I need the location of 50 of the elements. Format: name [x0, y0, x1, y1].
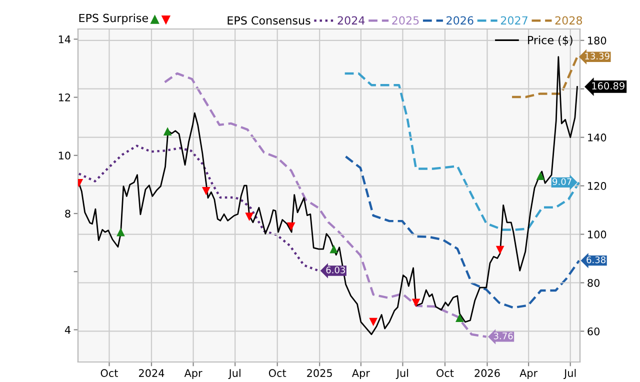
point	[496, 246, 504, 254]
x-tick-label: Apr	[184, 369, 202, 380]
line-series	[78, 144, 320, 272]
data-label: 13.39	[585, 52, 610, 60]
point	[330, 244, 338, 254]
point	[116, 228, 125, 236]
x-tick-label: Oct	[100, 369, 118, 378]
point	[536, 172, 545, 180]
y-tick-label: 8	[65, 210, 70, 218]
x-tick-label: 2024	[138, 369, 164, 378]
y-tick-label: 4	[64, 326, 70, 334]
x-tick-label: Oct	[268, 369, 286, 378]
x-tick-label: Apr	[352, 369, 370, 380]
x-tick-label: Oct	[436, 369, 454, 378]
data-label: 6.03	[326, 266, 345, 274]
point	[286, 222, 296, 231]
y2-tick-label: 180	[588, 36, 606, 44]
y2-tick-label: 80	[588, 278, 600, 287]
y2-tick-label: 120	[588, 182, 606, 190]
point	[456, 314, 464, 322]
y-tick-label: 12	[58, 94, 70, 102]
legend-label: 2025	[392, 16, 419, 25]
legend-label: 2026	[446, 16, 474, 25]
y-tick-label: 10	[58, 152, 70, 160]
x-tick-label: Jul	[396, 368, 408, 379]
legend-label: Price ($)	[528, 36, 572, 46]
line-series	[344, 72, 580, 231]
x-tick-label: Jul	[564, 368, 576, 379]
data-label: 9.07	[552, 178, 572, 186]
y-tick-label: 14	[58, 36, 70, 44]
y2-tick-label: 100	[588, 230, 606, 238]
x-tick-label: Jul	[228, 368, 240, 379]
data-label: 160.89	[592, 82, 624, 90]
legend-title: EPS Consensus	[228, 16, 310, 25]
point	[412, 298, 420, 308]
point	[245, 212, 254, 221]
x-tick-label: 2025	[307, 369, 332, 378]
point	[369, 318, 378, 326]
x-tick-label: Apr	[520, 369, 538, 380]
legend-label: 2028	[555, 16, 582, 25]
x-tick-label: 2026	[474, 369, 500, 378]
y2-tick-label: 60	[588, 327, 600, 336]
data-label: 6.38	[586, 256, 606, 264]
y2-tick-label: 140	[588, 134, 606, 142]
legend-label: 2024	[338, 16, 365, 25]
data-label: 3.76	[494, 332, 513, 340]
text: EPS Surprise	[79, 14, 148, 24]
point	[202, 186, 210, 196]
legend-label: 2027	[500, 16, 528, 25]
point	[163, 127, 172, 136]
